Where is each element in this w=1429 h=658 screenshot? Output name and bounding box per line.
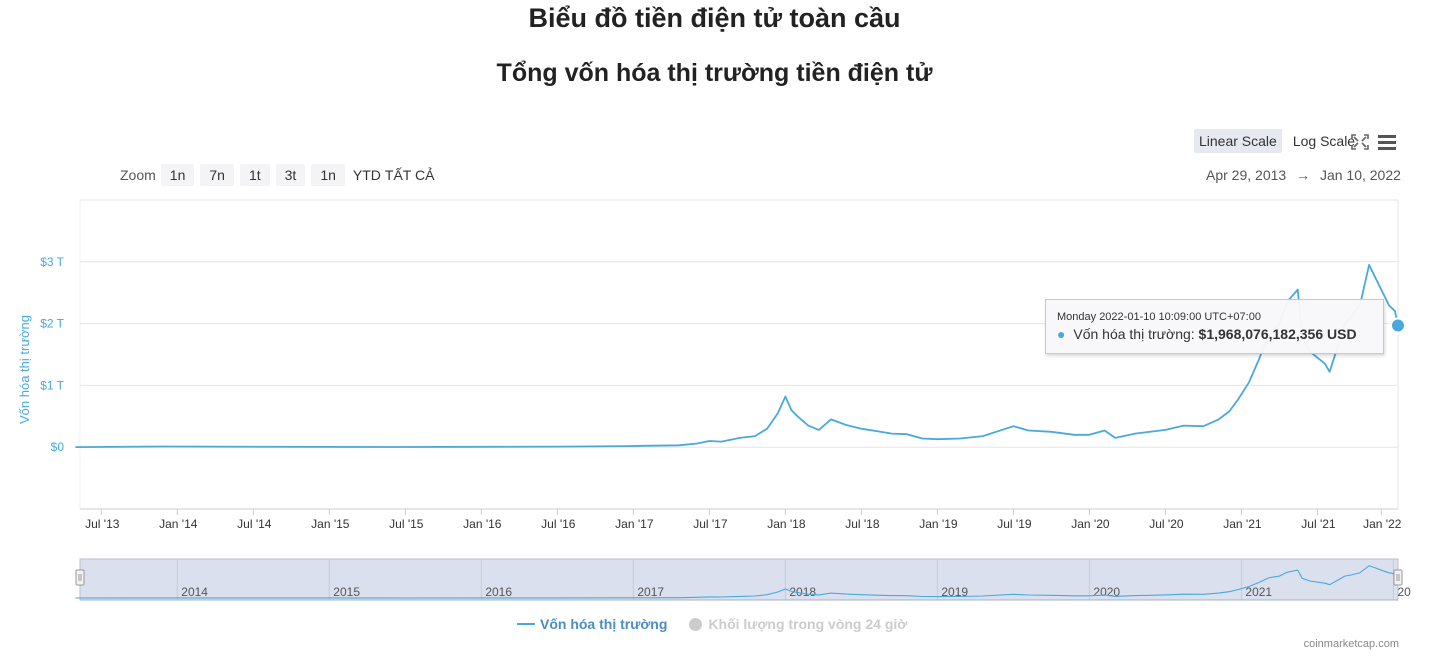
menu-icon[interactable] <box>1377 133 1397 151</box>
zoom-toolbar: Zoom 1n 7n 1t 3t 1n YTD TẤT CẢ <box>120 164 436 186</box>
x-tick-label: Jul '20 <box>1149 517 1184 531</box>
log-scale-button[interactable]: Log Scale <box>1292 133 1356 149</box>
x-tick-label: Jan '21 <box>1223 517 1262 531</box>
zoom-1m-button[interactable]: 1t <box>239 164 270 186</box>
x-tick-label: Jan '17 <box>615 517 654 531</box>
zoom-label: Zoom <box>120 167 156 183</box>
legend-line-icon <box>517 623 535 625</box>
fullscreen-icon[interactable] <box>1350 133 1370 151</box>
navigator-year-label: 2016 <box>485 585 512 599</box>
navigator-year-label: 2017 <box>637 585 664 599</box>
y-tick-label: $2 T <box>40 317 64 331</box>
x-tick-label: Jul '17 <box>693 517 728 531</box>
zoom-1y-button[interactable]: 1n <box>311 164 345 186</box>
navigator-year-label: 20 <box>1397 585 1411 599</box>
date-range: Apr 29, 2013 → Jan 10, 2022 <box>1206 167 1401 183</box>
chart-subtitle: Tổng vốn hóa thị trường tiền điện tử <box>496 59 933 87</box>
navigator-handle-right[interactable] <box>1393 569 1403 586</box>
x-tick-label: Jan '14 <box>159 517 198 531</box>
chart-legend: Vốn hóa thị trường Khối lượng trong vòng… <box>517 616 907 632</box>
navigator-year-label: 2018 <box>789 585 816 599</box>
x-tick-label: Jul '16 <box>541 517 576 531</box>
range-arrow: → <box>1296 167 1311 183</box>
x-tick-label: Jul '15 <box>389 517 424 531</box>
linear-scale-button[interactable]: Linear Scale <box>1194 129 1282 153</box>
legend-item-market-cap[interactable]: Vốn hóa thị trường <box>517 616 667 632</box>
hover-marker <box>1390 317 1406 334</box>
navigator-series-line <box>75 565 1399 599</box>
navigator-year-label: 2019 <box>941 585 968 599</box>
x-tick-label: Jul '19 <box>997 517 1032 531</box>
scale-toggle: Linear Scale Log Scale <box>1194 129 1360 153</box>
x-tick-label: Jan '18 <box>767 517 806 531</box>
x-tick-label: Jan '19 <box>919 517 958 531</box>
tooltip-value: $1,968,076,182,356 USD <box>1198 326 1357 342</box>
tooltip-line: ● Vốn hóa thị trường: $1,968,076,182,356… <box>1057 326 1357 342</box>
navigator-handle-left[interactable] <box>75 569 85 586</box>
zoom-3m-button[interactable]: 3t <box>275 164 306 186</box>
x-tick-label: Jul '21 <box>1301 517 1336 531</box>
y-tick-label: $3 T <box>40 255 64 269</box>
navigator-year-label: 2014 <box>181 585 208 599</box>
tooltip-series: Vốn hóa thị trường: <box>1073 326 1195 342</box>
credit-link[interactable]: coinmarketcap.com <box>1303 638 1399 650</box>
x-tick-label: Jul '13 <box>85 517 120 531</box>
x-tick-label: Jul '14 <box>237 517 272 531</box>
legend-item-volume[interactable]: Khối lượng trong vòng 24 giờ <box>689 616 907 632</box>
zoom-7d-button[interactable]: 7n <box>200 164 234 186</box>
legend-label-market-cap: Vốn hóa thị trường <box>540 616 668 632</box>
x-tick-label: Jan '15 <box>311 517 350 531</box>
y-tick-label: $1 T <box>40 378 64 392</box>
x-tick-label: Jan '20 <box>1071 517 1110 531</box>
range-to[interactable]: Jan 10, 2022 <box>1319 167 1401 183</box>
x-tick-label: Jan '22 <box>1363 517 1402 531</box>
legend-dot-icon <box>689 617 703 631</box>
data-tooltip: Monday 2022-01-10 10:09:00 UTC+07:00 ● V… <box>1045 299 1384 354</box>
zoom-all-button[interactable]: TẤT CẢ <box>384 167 435 183</box>
x-tick-label: Jul '18 <box>845 517 880 531</box>
series-line-market-cap <box>75 264 1399 448</box>
tooltip-date: Monday 2022-01-10 10:09:00 UTC+07:00 <box>1057 311 1261 323</box>
chart-title: Biểu đồ tiền điện tử toàn cầu <box>528 3 901 33</box>
legend-label-volume: Khối lượng trong vòng 24 giờ <box>708 616 908 632</box>
y-axis-title: Vốn hóa thị trường <box>17 315 32 424</box>
navigator-year-label: 2021 <box>1245 585 1272 599</box>
zoom-1d-button[interactable]: 1n <box>160 164 195 186</box>
y-tick-label: $0 <box>51 440 65 454</box>
tooltip-bullet: ● <box>1057 326 1066 342</box>
navigator-year-label: 2015 <box>333 585 360 599</box>
zoom-ytd-button[interactable]: YTD <box>352 167 381 183</box>
x-tick-label: Jan '16 <box>463 517 502 531</box>
range-from[interactable]: Apr 29, 2013 <box>1206 167 1287 183</box>
